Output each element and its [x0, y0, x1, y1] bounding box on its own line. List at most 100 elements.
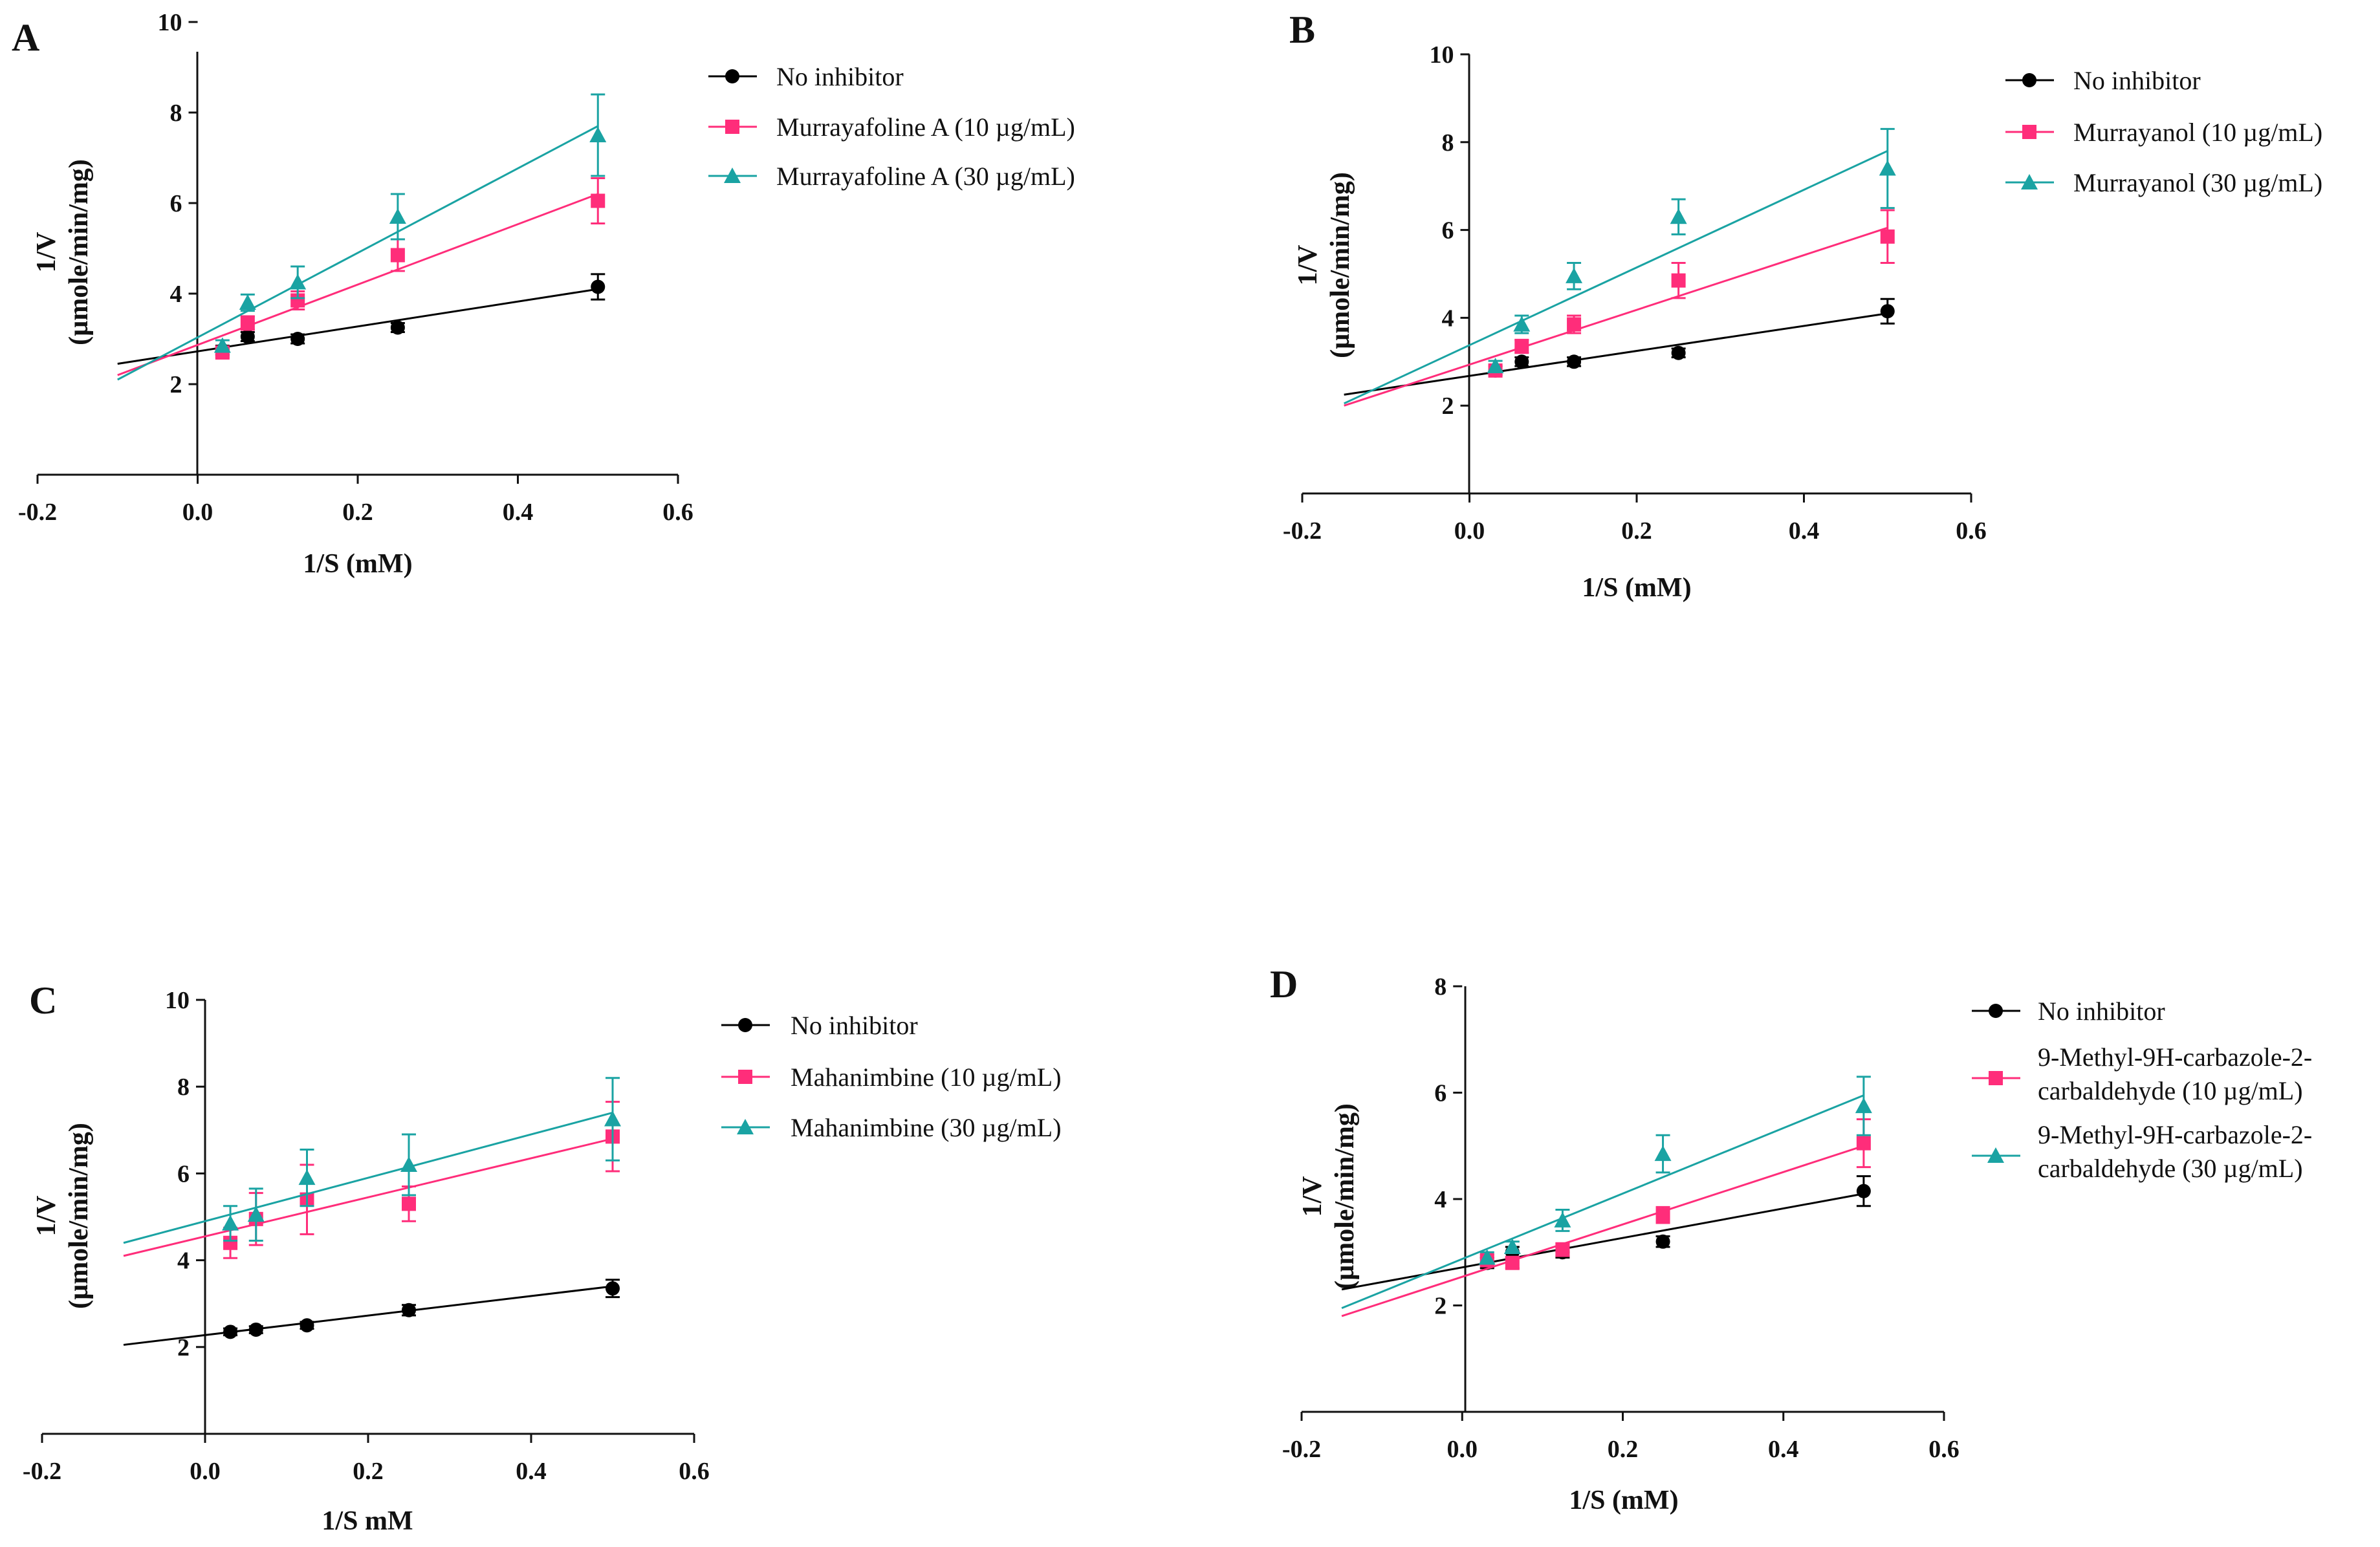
panel-c-series-1-point [223, 1235, 238, 1250]
panel-c-legend-label-high: Mahanimbine (30 µg/mL) [791, 1113, 1062, 1142]
panel-c-series-0-point [248, 1322, 263, 1337]
panel-b-series-1-fit-line [1344, 226, 1888, 407]
panel-b-series-1-point [1880, 229, 1895, 244]
panel-c-x-tick-label: 0.6 [679, 1458, 710, 1485]
panel-d-legend-marker-high [1987, 1147, 2004, 1163]
panel-a-legend-marker-high [724, 168, 741, 183]
panel-d-legend: No inhibitor 9-Methyl-9H-carbazole-2- ca… [1972, 997, 2312, 1183]
panel-d-series-0-point [1655, 1234, 1670, 1249]
panel-b-series-2-point [1566, 267, 1583, 283]
panel-b-legend-label-none: No inhibitor [2073, 66, 2201, 95]
panel-a-series-0-point [240, 329, 255, 344]
panel-c: C 1/S mM 1/V (µmole/min/mg) No inhibitor… [29, 979, 1062, 1536]
panel-a-legend-marker-low [725, 120, 739, 134]
panel-a-y-tick-label: 6 [170, 190, 182, 217]
panel-d-y-tick-label: 6 [1434, 1080, 1447, 1107]
panel-c-series-1-point [402, 1196, 416, 1211]
panel-c-series-0-point [223, 1325, 238, 1339]
panel-a-series-2-point [213, 337, 231, 353]
panel-b-y-label-line2: (µmole/min/mg) [1326, 172, 1355, 358]
panel-b-series-2-point [1513, 316, 1531, 332]
panel-a-series-1-point [591, 193, 606, 208]
panel-c-legend-marker-none [738, 1018, 752, 1032]
panel-d-series-2-point [1554, 1211, 1571, 1228]
panel-c-series-2-point [222, 1215, 239, 1231]
panel-b-series-0-fit-line [1344, 312, 1888, 396]
panel-b-series-1-point [1514, 339, 1529, 354]
panel-a-legend-label-low: Murrayafoline A (10 µg/mL) [776, 113, 1075, 142]
panel-a-series-2-point [239, 294, 256, 310]
panel-a-legend-label-high: Murrayafoline A (30 µg/mL) [776, 162, 1075, 191]
panel-a-series-0-fit-line [117, 288, 598, 365]
panel-d-legend-label-high-line2: carbaldehyde (30 µg/mL) [2038, 1154, 2303, 1183]
panel-d-legend-label-high-line1: 9-Methyl-9H-carbazole-2- [2038, 1120, 2312, 1149]
panel-a-y-tick-label: 2 [170, 371, 182, 398]
panel-d-series-2-point [1503, 1239, 1521, 1255]
panel-b-legend-label-low: Murrayanol (10 µg/mL) [2073, 118, 2322, 147]
panel-d-series-2-point [1654, 1145, 1672, 1162]
panel-a-x-tick-label: -0.2 [18, 499, 57, 526]
panel-a-legend-marker-none [725, 69, 739, 83]
panel-a-series-1-fit-line [117, 193, 598, 376]
panel-b-x-tick-label: 0.0 [1454, 517, 1485, 545]
panel-b-series-2-point [1670, 208, 1687, 224]
panel-d-y-tick-label: 8 [1434, 973, 1447, 1001]
panel-b-x-tick-label: 0.2 [1621, 517, 1652, 545]
panel-c-series-0-point [402, 1303, 416, 1317]
panel-d-x-tick-label: 0.0 [1447, 1436, 1478, 1463]
panel-d-letter: D [1270, 963, 1298, 1006]
panel-a-series-0-point [591, 279, 606, 294]
panel-b-legend-marker-low [2022, 125, 2036, 139]
panel-c-y-tick-label: 4 [177, 1248, 190, 1275]
panel-a-series-2-point [289, 274, 307, 290]
panel-b-x-label: 1/S (mM) [1582, 573, 1691, 603]
panel-c-y-tick-label: 2 [177, 1334, 190, 1361]
panel-a-series-2-point [589, 127, 607, 142]
panel-a-y-label-line1: 1/V [32, 232, 61, 273]
panel-c-y-tick-label: 8 [177, 1074, 190, 1101]
panel-d-series-1-point [1655, 1207, 1670, 1222]
panel-c-legend-marker-high [737, 1119, 754, 1134]
panel-d-x-tick-label: 0.6 [1928, 1436, 1960, 1463]
panel-b-series-0-point [1567, 354, 1582, 369]
plot-marks: -0.2 0.0 0.2 0.4 0.6 2 4 6 8 10 -0.2 0.0 0.2 0.4 0.6 2 4… [18, 9, 1987, 1485]
panel-a-x-tick-label: 0.0 [182, 499, 213, 526]
panel-a-series-0-point [390, 320, 405, 335]
panel-d-series-1-point [1856, 1136, 1871, 1151]
panel-b-legend-label-high: Murrayanol (30 µg/mL) [2073, 168, 2322, 197]
panel-b-series-1-point [1567, 317, 1582, 332]
panel-c-series-2-point [247, 1206, 265, 1222]
panel-a-y-tick-label: 4 [170, 281, 182, 308]
panel-b-series-0-point [1671, 345, 1686, 360]
panel-c-y-label-line1: 1/V [32, 1196, 61, 1237]
panel-d-legend-label-none: No inhibitor [2038, 997, 2165, 1026]
panel-d-series-1-fit-line [1341, 1145, 1864, 1317]
panel-d-series-1-point [1505, 1255, 1520, 1270]
panel-c-y-tick-label: 6 [177, 1160, 190, 1187]
panel-d-y-tick-label: 2 [1434, 1293, 1447, 1320]
panel-b-y-label-line1: 1/V [1293, 245, 1323, 286]
panel-a: A 1/S (mM) 1/V (µmole/min/mg) No inhibit… [12, 16, 1075, 579]
panel-b-x-tick-label: 0.4 [1789, 517, 1820, 545]
panel-d: D 1/S (mM) 1/V (µmole/min/mg) No inhibit… [1270, 963, 2312, 1515]
panel-a-x-label: 1/S (mM) [303, 549, 412, 579]
panel-a-series-1-point [290, 293, 305, 308]
panel-b-series-2-point [1487, 358, 1504, 374]
panel-c-series-2-point [604, 1110, 621, 1127]
panel-d-series-2-point [1855, 1098, 1872, 1114]
panel-c-series-0-fit-line [123, 1285, 613, 1346]
panel-d-x-label: 1/S (mM) [1569, 1486, 1678, 1515]
panel-d-legend-label-low-line1: 9-Methyl-9H-carbazole-2- [2038, 1043, 2312, 1072]
panel-d-legend-label-low-line2: carbaldehyde (10 µg/mL) [2038, 1076, 2303, 1105]
panel-a-series-1-point [390, 248, 405, 263]
panel-a-series-0-point [290, 332, 305, 346]
panel-a-y-tick-label: 8 [170, 100, 182, 127]
panel-c-y-tick-label: 10 [165, 987, 190, 1014]
panel-a-y-tick-label: 10 [158, 9, 182, 36]
panel-d-x-tick-label: 0.2 [1608, 1436, 1639, 1463]
panel-b: B 1/S (mM) 1/V (µmole/min/mg) No inhibit… [1289, 8, 2322, 603]
panel-b-y-tick-label: 4 [1442, 305, 1454, 332]
panel-b-legend-marker-high [2021, 174, 2038, 189]
panel-c-legend: No inhibitor Mahanimbine (10 µg/mL) Maha… [721, 1011, 1062, 1142]
